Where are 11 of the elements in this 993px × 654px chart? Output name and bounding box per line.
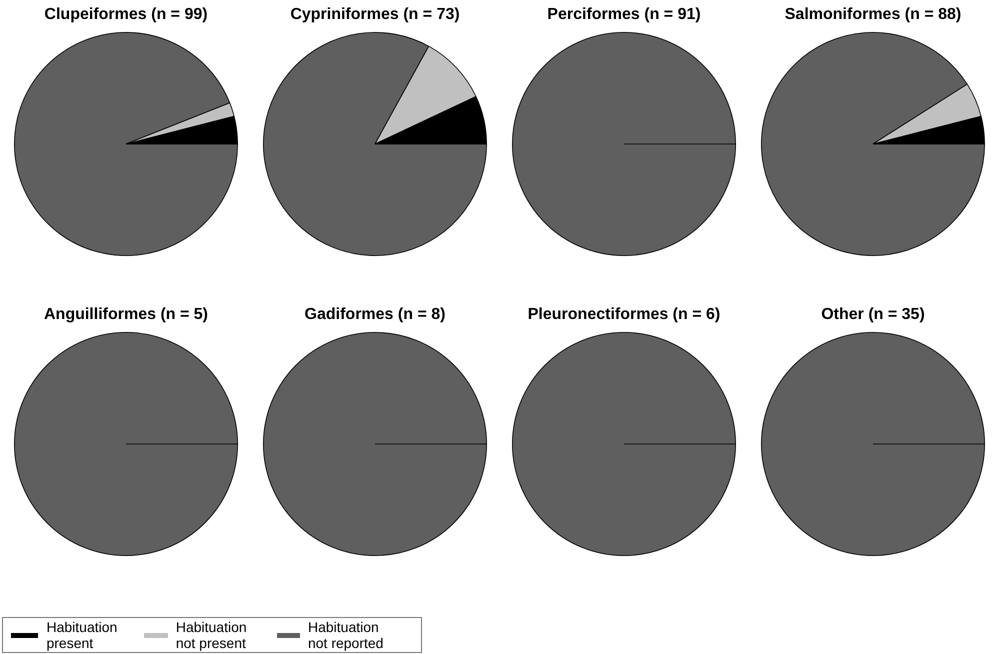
legend-label: Habituation not reported	[308, 619, 384, 651]
chart-title: Salmoniformes (n = 88)	[784, 5, 962, 25]
legend-label: Habituation not present	[176, 619, 248, 651]
chart-title: Gadiformes (n = 8)	[304, 305, 446, 325]
legend-label: Habituation present	[46, 619, 118, 651]
chart-title: Other (n = 35)	[820, 305, 926, 325]
chart-title: Cypriniformes (n = 73)	[289, 5, 461, 25]
chart-title: Pleuronectiformes (n = 6)	[526, 305, 722, 325]
chart-title: Clupeiformes (n = 99)	[43, 5, 209, 25]
chart-title: Perciformes (n = 91)	[546, 5, 702, 25]
chart-title: Anguilliformes (n = 5)	[42, 305, 209, 325]
